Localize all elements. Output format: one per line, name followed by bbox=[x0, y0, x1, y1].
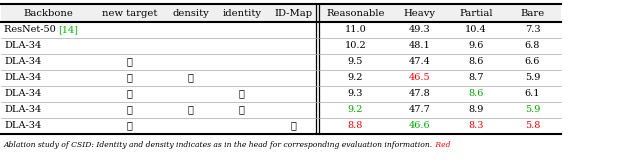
Text: ✓: ✓ bbox=[127, 121, 133, 131]
Text: Bare: Bare bbox=[520, 9, 545, 17]
Text: 48.1: 48.1 bbox=[409, 41, 431, 51]
Text: Heavy: Heavy bbox=[404, 9, 436, 17]
Text: DLA-34: DLA-34 bbox=[4, 41, 42, 51]
Text: 47.4: 47.4 bbox=[409, 57, 431, 67]
Text: 6.6: 6.6 bbox=[525, 57, 540, 67]
Text: new target: new target bbox=[102, 9, 157, 17]
Text: 7.3: 7.3 bbox=[525, 26, 540, 34]
Text: ✓: ✓ bbox=[127, 74, 133, 82]
Text: 8.9: 8.9 bbox=[468, 106, 484, 115]
Text: 9.5: 9.5 bbox=[348, 57, 363, 67]
Text: 5.8: 5.8 bbox=[525, 121, 540, 131]
Text: 9.6: 9.6 bbox=[468, 41, 484, 51]
Text: 47.7: 47.7 bbox=[409, 106, 431, 115]
Bar bbox=[1, 4, 561, 22]
Text: 49.3: 49.3 bbox=[409, 26, 431, 34]
Text: ✓: ✓ bbox=[290, 121, 296, 131]
Text: ✓: ✓ bbox=[188, 106, 194, 115]
Text: ✓: ✓ bbox=[239, 106, 245, 115]
Text: 46.6: 46.6 bbox=[409, 121, 431, 131]
Text: 9.2: 9.2 bbox=[348, 106, 363, 115]
Text: Partial: Partial bbox=[460, 9, 493, 17]
Text: 8.3: 8.3 bbox=[468, 121, 484, 131]
Text: 8.6: 8.6 bbox=[468, 57, 484, 67]
Text: DLA-34: DLA-34 bbox=[4, 90, 42, 98]
Text: 11.0: 11.0 bbox=[344, 26, 366, 34]
Text: 5.9: 5.9 bbox=[525, 106, 540, 115]
Text: DLA-34: DLA-34 bbox=[4, 121, 42, 131]
Text: 10.4: 10.4 bbox=[465, 26, 487, 34]
Text: ID-Map: ID-Map bbox=[274, 9, 312, 17]
Text: 5.9: 5.9 bbox=[525, 74, 540, 82]
Text: ✓: ✓ bbox=[127, 90, 133, 98]
Text: identity: identity bbox=[223, 9, 261, 17]
Text: 47.8: 47.8 bbox=[409, 90, 431, 98]
Text: 8.7: 8.7 bbox=[468, 74, 484, 82]
Text: ✓: ✓ bbox=[188, 74, 194, 82]
Text: 10.2: 10.2 bbox=[344, 41, 366, 51]
Text: ✓: ✓ bbox=[239, 90, 245, 98]
Text: Red: Red bbox=[433, 141, 451, 149]
Text: 46.5: 46.5 bbox=[409, 74, 431, 82]
Text: [14]: [14] bbox=[58, 26, 78, 34]
Text: 6.8: 6.8 bbox=[525, 41, 540, 51]
Text: 9.3: 9.3 bbox=[348, 90, 363, 98]
Text: Reasonable: Reasonable bbox=[326, 9, 385, 17]
Text: density: density bbox=[172, 9, 209, 17]
Text: Ablation study of CSID: Identity and density indicates as in the head for corres: Ablation study of CSID: Identity and den… bbox=[3, 141, 433, 149]
Text: ✓: ✓ bbox=[127, 57, 133, 67]
Text: ✓: ✓ bbox=[127, 106, 133, 115]
Text: 8.6: 8.6 bbox=[468, 90, 484, 98]
Text: DLA-34: DLA-34 bbox=[4, 57, 42, 67]
Text: ResNet-50: ResNet-50 bbox=[4, 26, 59, 34]
Text: 6.1: 6.1 bbox=[525, 90, 540, 98]
Text: 9.2: 9.2 bbox=[348, 74, 363, 82]
Text: DLA-34: DLA-34 bbox=[4, 74, 42, 82]
Text: 8.8: 8.8 bbox=[348, 121, 363, 131]
Text: DLA-34: DLA-34 bbox=[4, 106, 42, 115]
Text: Backbone: Backbone bbox=[23, 9, 73, 17]
